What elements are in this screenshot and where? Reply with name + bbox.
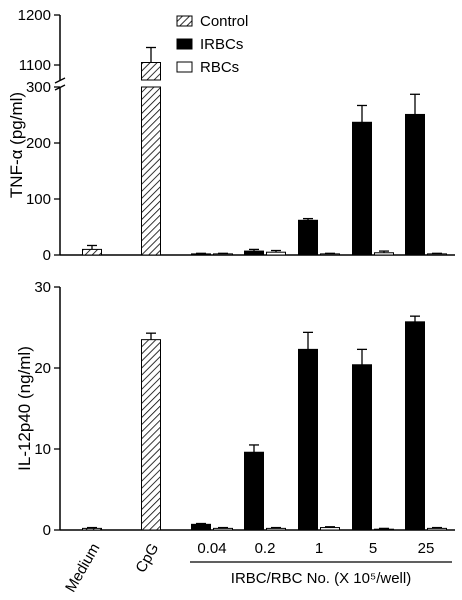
bar-rbcs-1 (320, 253, 340, 256)
bar-rbcs-0-04 (213, 527, 233, 531)
x-label-0-04: 0.04 (197, 540, 226, 557)
bar-irbcs-0-04 (191, 253, 211, 256)
bar-irbcs-1 (298, 348, 318, 531)
tnf-ytick-label-200: 200 (26, 135, 51, 152)
bar-irbcs-25 (405, 321, 425, 531)
il12-ytick-label-10: 10 (34, 441, 51, 458)
legend: Control IRBCs RBCs (176, 13, 248, 76)
il12-y-axis-label: IL-12p40 (ng/ml) (15, 346, 34, 471)
tnf-ytick-label-100: 100 (26, 191, 51, 208)
bar-rbcs-0-2 (266, 251, 286, 256)
x-label-25: 25 (418, 540, 435, 557)
x-axis-labels: Medium CpG 0.04 0.2 1 5 25 IRBC/RBC No. (X 10⁵/… (62, 540, 452, 595)
bar-irbcs-1 (298, 219, 318, 256)
x-label-1: 1 (315, 540, 323, 557)
x-label-medium: Medium (62, 541, 103, 596)
il12-panel: 0 10 20 30 IL-12p40 (ng/ml) (15, 279, 455, 539)
bar-rbcs-1 (320, 527, 340, 531)
bar-irbcs-5 (352, 364, 372, 531)
bar-rbcs-5 (374, 252, 394, 256)
tnf-ytick-label-1200: 1200 (18, 7, 51, 24)
il12-ytick-label-20: 20 (34, 360, 51, 377)
legend-swatch-control (176, 15, 193, 27)
x-label-0-2: 0.2 (255, 540, 276, 557)
bar-control-medium (82, 527, 102, 531)
legend-label-rbcs: RBCs (200, 59, 239, 76)
il12-ytick-label-0: 0 (43, 522, 51, 539)
bar-control-medium (82, 248, 102, 256)
legend-label-irbcs: IRBCs (200, 36, 243, 53)
bar-irbcs-0-2 (244, 250, 264, 256)
bar-rbcs-0-2 (266, 527, 286, 531)
x-label-5: 5 (369, 540, 377, 557)
bar-irbcs-5 (352, 121, 372, 256)
tnf-ytick-label-1100: 1100 (19, 57, 51, 74)
tnf-axis-break-upper (54, 77, 66, 84)
x-group-label: IRBC/RBC No. (X 10⁵/well) (231, 570, 411, 587)
bar-control-cpg (141, 62, 161, 81)
tnf-y-axis-label: TNF-α (pg/ml) (7, 92, 26, 198)
il12-ytick-label-30: 30 (34, 279, 51, 296)
bar-irbcs-25 (405, 113, 425, 256)
bar-control-cpg (141, 339, 161, 531)
legend-label-control: Control (200, 13, 248, 30)
bar-rbcs-5 (374, 528, 394, 531)
bar-rbcs-25 (427, 527, 447, 531)
tnf-ytick-label-300: 300 (26, 79, 51, 96)
x-label-cpg: CpG (132, 541, 162, 576)
tnf-ytick-label-0: 0 (43, 247, 51, 264)
tnf-panel: 0 100 200 300 1100 1200 TNF-α (pg/ml) (7, 7, 455, 264)
legend-swatch-irbcs (176, 38, 193, 50)
legend-swatch-rbcs (176, 61, 193, 73)
bar-rbcs-0-04 (213, 253, 233, 256)
bar-control-cpg-lower (141, 86, 161, 256)
bar-irbcs-0-04 (191, 523, 211, 531)
bar-irbcs-0-2 (244, 451, 264, 531)
bar-rbcs-25 (427, 253, 447, 256)
